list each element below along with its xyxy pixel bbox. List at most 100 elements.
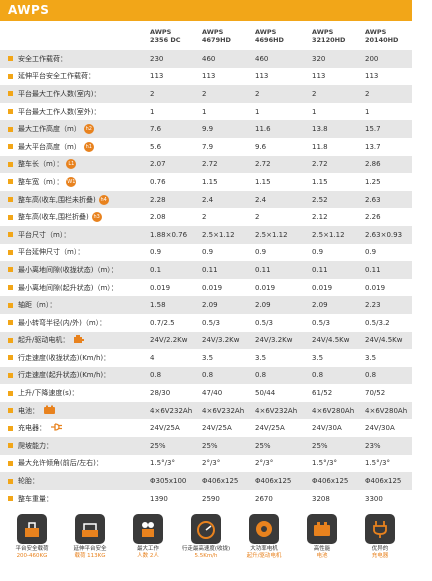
column-brand: AWPS bbox=[365, 28, 387, 36]
row-value: Φ406x125 bbox=[202, 472, 255, 490]
row-label-cell: 最大工作高度（m） h2 bbox=[0, 120, 150, 138]
spec-row: 整车重量： 1390 2590 2670 3208 3300 bbox=[0, 489, 412, 508]
row-badge: h3 bbox=[91, 212, 102, 223]
row-value: 2.72 bbox=[255, 155, 312, 174]
bullet bbox=[8, 179, 13, 185]
row-value: 24V/30A bbox=[312, 419, 365, 438]
row-value: 25% bbox=[150, 437, 202, 455]
row-value: 4×6V280Ah bbox=[365, 401, 412, 420]
row-value: 113 bbox=[150, 67, 202, 86]
row-value: 1.15 bbox=[312, 173, 365, 191]
row-value: 2.09 bbox=[312, 296, 365, 314]
row-value: Φ406x125 bbox=[312, 472, 365, 490]
spec-row: 最大允许倾角(前后/左右)： 1.5°/3° 2°/3° 2°/3° 1.5°/3° 1.… bbox=[0, 454, 412, 473]
spec-row: 起升/驱动电机： 24V/2.2Kw 24V/3.2Kw 24V/3.2Kw 24V/4… bbox=[0, 331, 412, 350]
row-value: 4×6V232Ah bbox=[202, 401, 255, 420]
spec-row: 安全工作载荷： 230 460 460 320 200 bbox=[0, 50, 412, 68]
row-label-cell: 电池： bbox=[0, 401, 150, 420]
row-label-cell: 平台尺寸（m）： bbox=[0, 225, 150, 244]
row-label: 整车重量： bbox=[18, 494, 53, 503]
row-label-cell: 起升/驱动电机： bbox=[0, 331, 150, 350]
bullet bbox=[8, 91, 13, 97]
row-value: 0.1 bbox=[150, 261, 202, 279]
row-value: 3.5 bbox=[365, 349, 412, 367]
row-value: 1.5°/3° bbox=[150, 454, 202, 473]
row-label-cell: 平台最大工作人数(室内)： bbox=[0, 85, 150, 103]
bullet bbox=[8, 460, 13, 466]
row-label: 最小转弯半径(内/外)（m）： bbox=[18, 318, 107, 327]
row-value: 0.8 bbox=[202, 366, 255, 385]
row-value: 2.72 bbox=[202, 155, 255, 174]
feature-detail: 起升/驱动电机 bbox=[246, 553, 282, 559]
row-value: 2590 bbox=[202, 489, 255, 508]
row-value: 24V/4.5Kw bbox=[312, 331, 365, 350]
spec-row: 爬坡能力： 25% 25% 25% 25% 23% bbox=[0, 437, 412, 455]
header-row: AWPS 2356 DC AWPS 4679HD AWPS 4696HD AWPS 32120… bbox=[0, 22, 412, 50]
row-value: 460 bbox=[255, 50, 312, 68]
row-value: 25% bbox=[312, 437, 365, 455]
row-value: 1 bbox=[255, 102, 312, 121]
row-value: 4×6V280Ah bbox=[312, 401, 365, 420]
feature-title: 大功率电机 bbox=[250, 546, 278, 552]
row-value: 2 bbox=[255, 208, 312, 226]
row-value: 24V/25A bbox=[202, 419, 255, 438]
row-value: 0.11 bbox=[255, 261, 312, 279]
row-value: 0.9 bbox=[365, 243, 412, 262]
feature: 大功率电机 起升/驱动电机 bbox=[236, 514, 292, 560]
feature: 行走最高速度(收拢) 5.5Km/h bbox=[178, 514, 234, 560]
feature: 最大工作 人数 2人 bbox=[120, 514, 176, 560]
row-value: 25% bbox=[202, 437, 255, 455]
spec-row: 行走速度(收拢状态)(Km/h)： 4 3.5 3.5 3.5 3.5 bbox=[0, 349, 412, 367]
column-header: AWPS 4696HD bbox=[255, 22, 312, 50]
row-badge: L1 bbox=[66, 159, 77, 170]
row-value: 2.09 bbox=[202, 296, 255, 314]
spec-row: 整车高(收车,围栏折叠) h3 2.08 2 2 2.12 2.26 bbox=[0, 208, 412, 226]
row-icon bbox=[73, 334, 85, 346]
row-label-cell: 整车重量： bbox=[0, 489, 150, 508]
row-value: 2°/3° bbox=[255, 454, 312, 473]
bullet bbox=[8, 214, 13, 220]
row-value: 460 bbox=[202, 50, 255, 68]
row-badge: h4 bbox=[98, 194, 109, 205]
row-icon bbox=[43, 405, 56, 417]
row-label-cell: 平台延伸尺寸（m）： bbox=[0, 243, 150, 262]
bullet bbox=[8, 249, 13, 255]
row-value: 3.5 bbox=[255, 349, 312, 367]
row-label-cell: 延伸平台安全工作载荷： bbox=[0, 67, 150, 86]
row-value: Φ406x125 bbox=[365, 472, 412, 490]
feature-title: 行走最高速度(收拢) bbox=[181, 546, 231, 552]
row-value: 0.8 bbox=[255, 366, 312, 385]
row-value: 70/52 bbox=[365, 384, 412, 402]
row-label-cell: 整车长（m）： L1 bbox=[0, 155, 150, 174]
row-value: 15.7 bbox=[365, 120, 412, 138]
column-model: 4696HD bbox=[255, 36, 284, 44]
row-value: 25% bbox=[255, 437, 312, 455]
row-value: 0.8 bbox=[312, 366, 365, 385]
row-label-cell: 爬坡能力： bbox=[0, 437, 150, 455]
feature-detail: 200-460KG bbox=[16, 553, 48, 559]
row-value: 2.08 bbox=[150, 208, 202, 226]
feature: 优异的 充电器 bbox=[352, 514, 408, 560]
row-label-cell: 平台最大工作人数(室外)： bbox=[0, 102, 150, 121]
row-label: 充电器： bbox=[18, 424, 46, 433]
row-value: 1.15 bbox=[202, 173, 255, 191]
row-value: 0.019 bbox=[255, 278, 312, 297]
row-value: 0.8 bbox=[365, 366, 412, 385]
row-value: 113 bbox=[255, 67, 312, 86]
row-value: 13.7 bbox=[365, 137, 412, 156]
spec-row: 最大平台高度（m） h1 5.6 7.9 9.6 11.8 13.7 bbox=[0, 137, 412, 156]
row-value: 2.72 bbox=[312, 155, 365, 174]
row-value: 7.6 bbox=[150, 120, 202, 138]
row-label-cell: 安全工作载荷： bbox=[0, 50, 150, 68]
row-value: 2.07 bbox=[150, 155, 202, 174]
row-label-cell: 最小离地间隙(起升状态)（m）： bbox=[0, 278, 150, 297]
feature-title: 高性能 bbox=[313, 546, 331, 552]
row-value: 2.5×1.12 bbox=[255, 225, 312, 244]
row-value: 2670 bbox=[255, 489, 312, 508]
row-value: 4 bbox=[150, 349, 202, 367]
row-value: 28/30 bbox=[150, 384, 202, 402]
row-value: Φ406x125 bbox=[255, 472, 312, 490]
row-label-cell: 轮胎： bbox=[0, 472, 150, 490]
row-value: 2.23 bbox=[365, 296, 412, 314]
row-value: 0.11 bbox=[202, 261, 255, 279]
